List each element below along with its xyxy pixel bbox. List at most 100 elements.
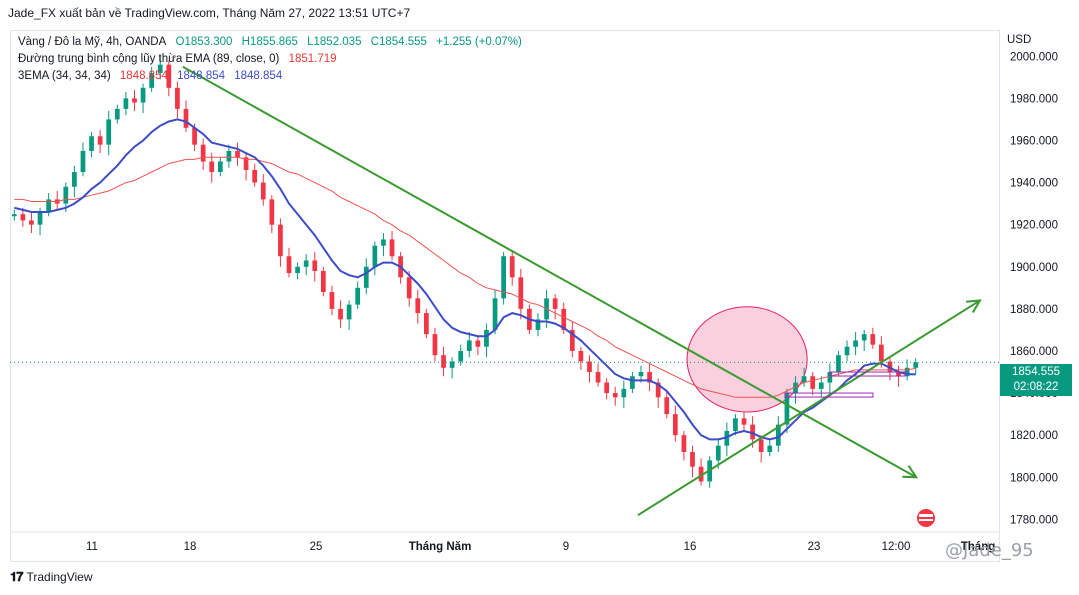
published-by: Jade_FX xuất bản về TradingView.com, Thá… (8, 6, 411, 20)
candle-body (681, 435, 687, 453)
candle-body (724, 430, 730, 446)
candle-body (664, 397, 670, 415)
candle-body (381, 239, 386, 246)
candle-body (157, 64, 163, 74)
low-value: L1852.035 (307, 36, 362, 48)
candle-body (269, 199, 275, 225)
current-price-tag: 1854.555 02:08:22 (1000, 364, 1072, 396)
ema3-line (14, 118, 916, 441)
candle-body (406, 277, 412, 299)
candle-body (458, 350, 464, 362)
y-tick-label: 1820.000 (1010, 430, 1058, 442)
candle-body (758, 439, 764, 453)
x-tick-label: Tháng Năm (409, 541, 472, 553)
tradingview-logo-icon: 𝟏𝟕 (10, 569, 24, 584)
close-value: C1854.555 (370, 36, 427, 48)
candle-body (715, 445, 721, 461)
candle-body (492, 298, 498, 330)
y-tick-label: 1920.000 (1010, 220, 1058, 232)
candle-body (767, 445, 773, 453)
footer-brand[interactable]: 𝟏𝟕 TradingView (10, 569, 93, 585)
candle-body (432, 334, 438, 356)
candle-body (106, 119, 112, 145)
candle-body (11, 214, 17, 217)
uptrend-trendline (637, 299, 981, 517)
x-tick-label: 9 (563, 541, 569, 553)
candle-body (870, 334, 876, 345)
candle-body (217, 161, 223, 173)
y-tick-label: 1780.000 (1010, 514, 1058, 526)
ema3-label[interactable]: 3EMA (34, 34, 34) (18, 70, 111, 82)
us-flag-stripe-icon (919, 519, 933, 521)
candle-body (449, 361, 455, 368)
ema-label[interactable]: Đường trung bình cộng lũy thừa EMA (89, … (18, 53, 280, 65)
candle-body (569, 329, 575, 351)
candle-body (552, 298, 558, 309)
candle-body (561, 308, 567, 330)
candle-body (415, 298, 421, 314)
candle-body (89, 136, 94, 151)
candle-body (363, 266, 369, 288)
legend-row-symbol: Vàng / Đô la Mỹ, 4h, OANDA O1853.300 H18… (18, 34, 528, 51)
currency-label[interactable]: USD (1007, 34, 1032, 46)
candle-body (114, 108, 120, 120)
candle-body (183, 108, 189, 128)
y-tick-label: 1960.000 (1010, 135, 1058, 147)
candle-body (235, 150, 240, 158)
candle-body (750, 424, 755, 440)
downtrend-trendline (182, 65, 917, 479)
candle-body (638, 372, 644, 377)
candle-body (466, 340, 472, 351)
candle-body (37, 212, 43, 225)
candle-body (192, 127, 197, 145)
ema3-value-3: 1848.854 (234, 70, 283, 82)
candle-body (904, 367, 910, 377)
ema89-line (14, 156, 916, 398)
candle-body (690, 452, 695, 467)
candle-body (535, 319, 541, 330)
brand-name: TradingView (26, 570, 93, 584)
x-tick-label: 18 (184, 541, 197, 553)
uptrend-arrowhead (965, 299, 982, 313)
candle-body (140, 87, 146, 103)
candle-body (72, 172, 77, 187)
candle-body (226, 150, 232, 162)
candle-body (879, 344, 884, 362)
candle-body (63, 186, 69, 204)
open-value: O1853.300 (175, 36, 233, 48)
us-flag-stripe-icon (919, 514, 933, 517)
candle-body (303, 260, 309, 267)
candle-body (338, 308, 343, 320)
candle-body (80, 150, 86, 173)
candle-body (578, 350, 584, 362)
candle-body (46, 199, 51, 213)
candle-body (630, 376, 635, 389)
candle-body (320, 270, 326, 293)
symbol-label[interactable]: Vàng / Đô la Mỹ, 4h, OANDA (18, 36, 167, 48)
y-tick-label: 1980.000 (1010, 93, 1058, 105)
candle-body (286, 256, 292, 274)
candle-body (836, 355, 841, 373)
candle-body (372, 245, 378, 267)
chart-frame[interactable] (10, 30, 1000, 562)
bar-countdown: 02:08:22 (1013, 381, 1059, 393)
legend-row-3ema: 3EMA (34, 34, 34) 1848.854 1848.854 1848… (18, 68, 528, 85)
candle-body (733, 418, 738, 431)
author-watermark: @Jade_95 (945, 540, 1034, 561)
candle-body (389, 239, 395, 257)
candle-body (861, 334, 867, 341)
y-tick-label: 1880.000 (1010, 304, 1058, 316)
downtrend-arrowhead (902, 465, 919, 479)
candle-body (278, 224, 283, 257)
x-tick-label: 12:00 (882, 541, 911, 553)
candle-body (252, 169, 258, 183)
candle-body (741, 418, 747, 425)
candle-body (801, 376, 807, 383)
candle-body (149, 73, 155, 88)
candle-body (509, 256, 515, 278)
candle-body (518, 277, 524, 309)
candle-body (484, 329, 489, 347)
candle-body (698, 466, 704, 482)
y-tick-label: 1860.000 (1010, 346, 1058, 358)
